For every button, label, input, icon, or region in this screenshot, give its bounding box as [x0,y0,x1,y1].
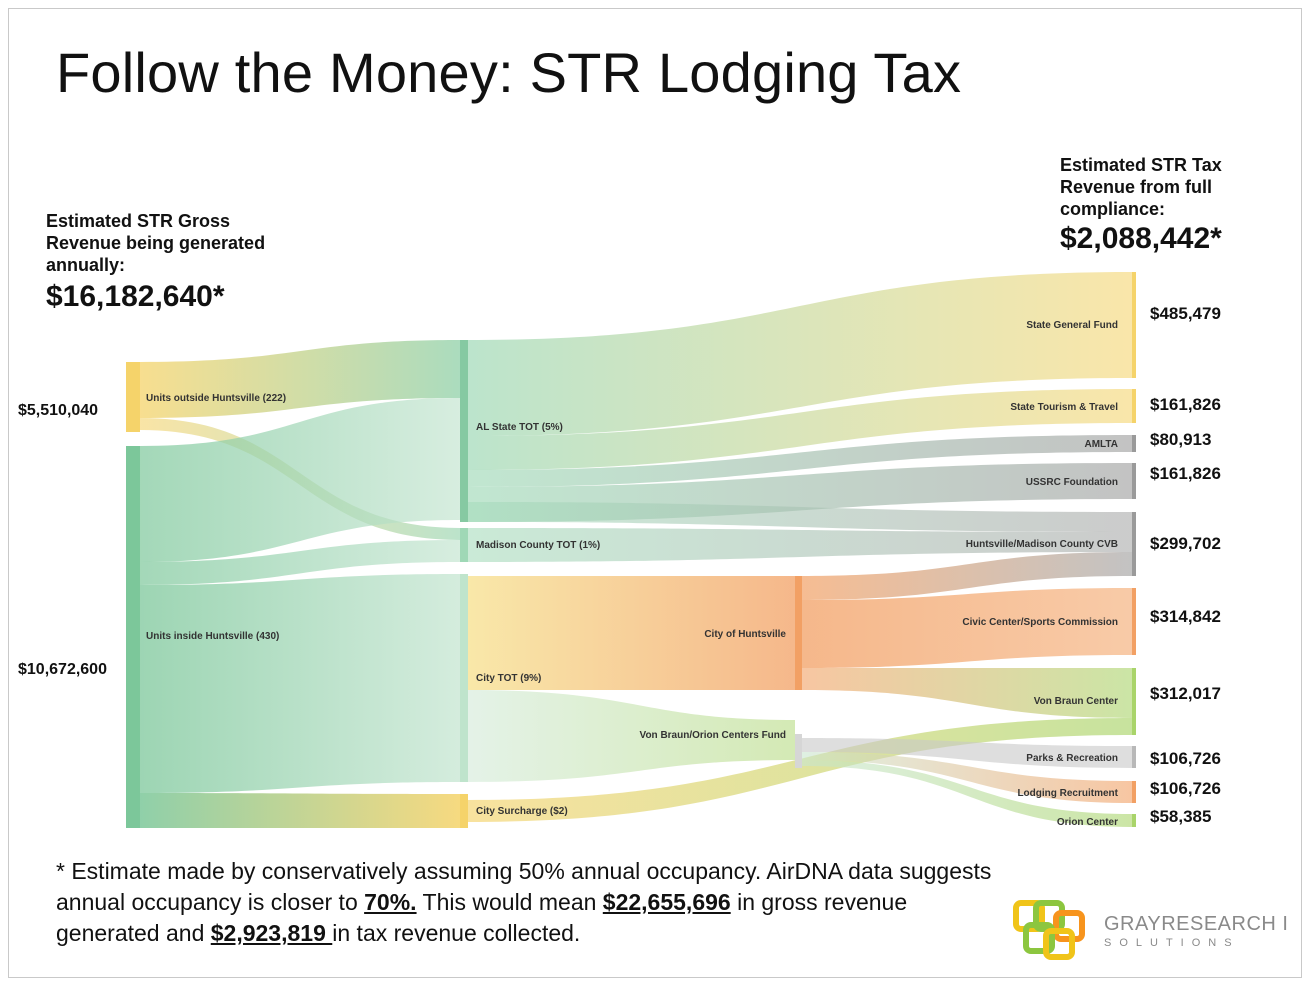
node-cvb [1132,512,1136,576]
footnote-occupancy: 70%. [364,889,417,915]
value-amlta: $80,913 [1150,430,1212,449]
value-von-braun-center: $312,017 [1150,684,1221,703]
node-state-general-fund [1132,272,1136,378]
value-lodging-recruitment: $106,726 [1150,779,1221,798]
node-ussrc [1132,463,1136,499]
node-city-surcharge [460,794,468,828]
footnote-text-1: * Estimate made by conservatively assumi… [56,858,992,915]
footnote-gross-alt: $22,655,696 [602,889,731,915]
sankey-links [140,272,1132,828]
link-inside-to-state [140,398,460,562]
link-state-to-cvb [468,502,1132,532]
link-state-to-tourism [468,389,1132,470]
outside-revenue-value: $5,510,040 [18,402,99,419]
label-state-tourism: State Tourism & Travel [1010,402,1118,413]
node-units-inside [126,446,140,828]
link-state-to-general-fund [468,272,1132,436]
node-madison-county-tot [460,528,468,562]
label-city-of-huntsville: City of Huntsville [704,629,786,640]
link-huntsville-to-von-braun [802,668,1132,718]
label-civic-center: Civic Center/Sports Commission [962,617,1118,628]
link-inside-to-county [140,540,460,585]
label-amlta: AMLTA [1084,439,1118,450]
link-inside-to-city-tot [140,574,460,793]
logo-company-name: GRAYRESEARCH I [1104,913,1289,935]
node-units-outside [126,362,140,432]
slide-frame [8,8,1302,978]
link-county-to-cvb [468,528,1132,562]
link-fund-to-orion [802,760,1132,827]
label-units-inside: Units inside Huntsville (430) [146,631,279,642]
gross-revenue-label: Estimated STR Gross Revenue being genera… [46,211,266,275]
node-al-state-tot [460,340,468,522]
link-huntsville-to-civic [802,588,1132,668]
sankey-node-labels: Units outside Huntsville (222) Units ins… [146,320,1119,828]
value-state-general-fund: $485,479 [1150,304,1221,323]
tax-revenue-label: Estimated STR Tax Revenue from full comp… [1060,155,1222,219]
company-logo: GRAYRESEARCH I SOLUTIONS [1010,895,1288,965]
node-amlta [1132,435,1136,452]
footnote-tax-alt: $2,923,819 [210,920,333,946]
node-state-tourism [1132,389,1136,423]
label-von-braun-center: Von Braun Center [1034,696,1118,707]
label-city-surcharge: City Surcharge ($2) [476,806,568,817]
value-orion-center: $58,385 [1150,807,1212,826]
label-city-tot: City TOT (9%) [476,673,541,684]
label-lodging-recruitment: Lodging Recruitment [1017,788,1118,799]
value-civic-center: $314,842 [1150,607,1221,626]
value-parks: $106,726 [1150,749,1221,768]
label-ussrc: USSRC Foundation [1026,477,1118,488]
logo-company-subtitle: SOLUTIONS [1104,937,1240,949]
link-fund-to-lodging [802,752,1132,803]
label-state-general-fund: State General Fund [1026,320,1118,331]
value-state-tourism: $161,826 [1150,395,1221,414]
value-cvb: $299,702 [1150,534,1221,553]
gross-revenue-total: $16,182,640* [46,280,225,313]
label-madison-county-tot: Madison County TOT (1%) [476,540,600,551]
footnote-text-2: This would mean [416,889,603,915]
tax-revenue-total: $2,088,442* [1060,222,1222,255]
footnote: * Estimate made by conservatively assumi… [56,856,996,949]
label-units-outside: Units outside Huntsville (222) [146,393,286,404]
link-outside-to-state [140,340,460,418]
node-civic-center [1132,588,1136,655]
link-state-to-amlta [468,435,1132,487]
link-inside-to-surcharge [140,793,460,828]
footnote-text-4: in tax revenue collected. [332,920,581,946]
logo-squares-icon [1013,900,1085,960]
label-vb-orion-fund: Von Braun/Orion Centers Fund [640,730,786,741]
node-von-braun-center [1132,668,1136,735]
node-lodging-recruitment [1132,781,1136,803]
label-orion-center: Orion Center [1057,817,1118,828]
node-city-of-huntsville [795,576,802,690]
label-cvb: Huntsville/Madison County CVB [966,539,1118,550]
node-orion-center [1132,814,1136,827]
link-city-tot-to-huntsville [468,576,795,690]
sankey-nodes [126,272,1136,828]
page-title: Follow the Money: STR Lodging Tax [56,41,962,104]
link-fund-to-parks [802,738,1132,768]
node-parks [1132,746,1136,768]
inside-revenue-value: $10,672,600 [18,661,107,678]
value-ussrc: $161,826 [1150,464,1221,483]
node-vb-orion-fund [795,734,802,768]
footnote-text-3: in gross revenue generated and [56,889,908,946]
link-huntsville-to-cvb [802,552,1132,600]
node-city-tot [460,574,468,782]
label-al-state-tot: AL State TOT (5%) [476,422,563,433]
label-parks: Parks & Recreation [1026,753,1118,764]
link-city-tot-to-vb-fund [468,690,795,782]
